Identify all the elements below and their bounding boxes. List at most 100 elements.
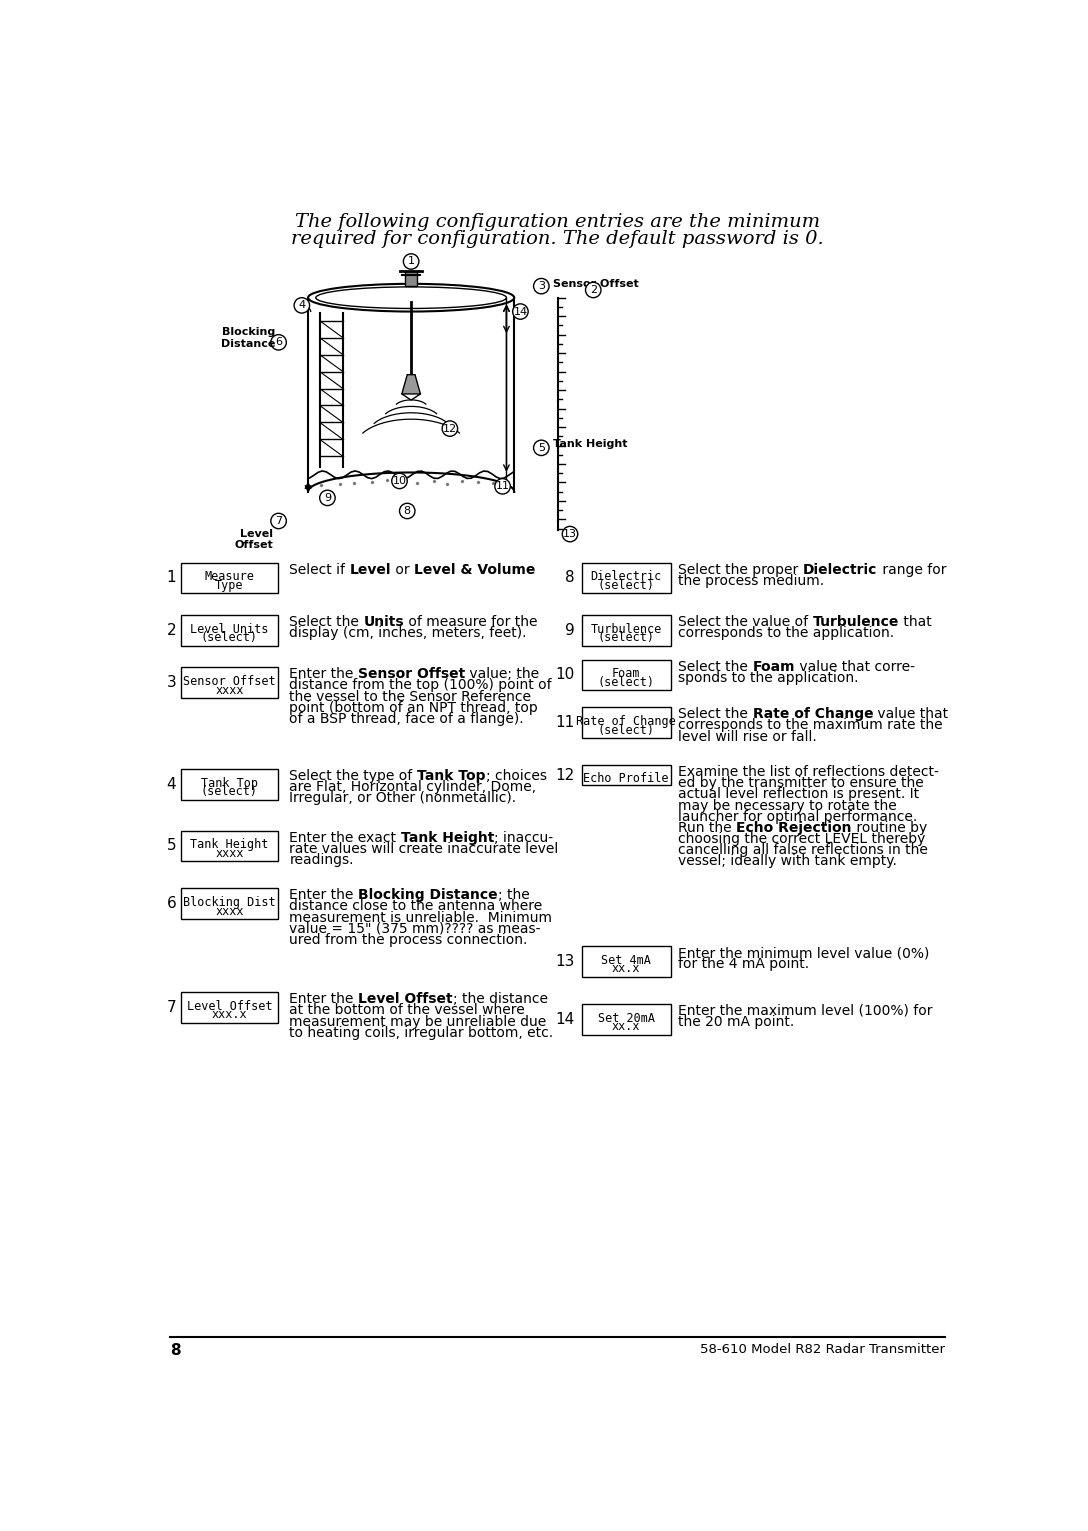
Circle shape bbox=[585, 282, 601, 297]
Text: Measure: Measure bbox=[205, 571, 255, 583]
Circle shape bbox=[533, 279, 549, 294]
Text: Tank Top: Tank Top bbox=[201, 776, 258, 790]
Text: the 20 mA point.: the 20 mA point. bbox=[679, 1015, 794, 1029]
Text: Select the: Select the bbox=[679, 660, 753, 674]
Text: Rate of Change: Rate of Change bbox=[753, 707, 874, 721]
Text: Level Offset: Level Offset bbox=[187, 1000, 272, 1014]
Text: (select): (select) bbox=[201, 631, 258, 645]
Text: value; the: value; the bbox=[466, 668, 540, 681]
Text: ured from the process connection.: ured from the process connection. bbox=[289, 932, 528, 948]
Text: 7: 7 bbox=[166, 1000, 176, 1015]
Text: 8: 8 bbox=[170, 1343, 181, 1358]
Text: Turbulence: Turbulence bbox=[813, 615, 900, 629]
Text: corresponds to the maximum rate the: corresponds to the maximum rate the bbox=[679, 718, 943, 732]
Bar bbox=[181, 769, 277, 799]
Bar bbox=[582, 615, 670, 646]
Text: choosing the correct LEVEL thereby: choosing the correct LEVEL thereby bbox=[679, 831, 926, 847]
Text: 4: 4 bbox=[298, 300, 306, 311]
Text: (select): (select) bbox=[597, 724, 655, 736]
Text: distance close to the antenna where: distance close to the antenna where bbox=[289, 899, 543, 914]
Text: rate values will create inaccurate level: rate values will create inaccurate level bbox=[289, 842, 559, 856]
Bar bbox=[181, 668, 277, 698]
Text: Level
Offset: Level Offset bbox=[234, 528, 273, 550]
Text: 8: 8 bbox=[404, 505, 411, 516]
Text: ed by the transmitter to ensure the: ed by the transmitter to ensure the bbox=[679, 776, 924, 790]
Text: 12: 12 bbox=[443, 424, 457, 433]
Text: Enter the exact: Enter the exact bbox=[289, 830, 400, 845]
Text: ; choices: ; choices bbox=[485, 769, 546, 782]
Text: 13: 13 bbox=[555, 954, 574, 969]
Bar bbox=[582, 946, 670, 977]
Text: 5: 5 bbox=[166, 839, 176, 853]
Text: Dielectric: Dielectric bbox=[591, 571, 662, 583]
Text: Blocking
Distance: Blocking Distance bbox=[221, 328, 275, 349]
Text: Enter the minimum level value (0%): Enter the minimum level value (0%) bbox=[679, 946, 930, 960]
Bar bbox=[181, 830, 277, 862]
Text: Foam: Foam bbox=[753, 660, 795, 674]
Text: Select if: Select if bbox=[289, 562, 350, 577]
Text: 4: 4 bbox=[166, 776, 176, 792]
Text: 1: 1 bbox=[166, 571, 176, 585]
Circle shape bbox=[294, 297, 310, 312]
Text: measurement is unreliable.  Minimum: measurement is unreliable. Minimum bbox=[289, 911, 553, 925]
Text: (select): (select) bbox=[597, 579, 655, 592]
Bar bbox=[181, 992, 277, 1023]
Text: that: that bbox=[900, 615, 932, 629]
Text: cancelling all false reflections in the: cancelling all false reflections in the bbox=[679, 844, 928, 857]
Text: 3: 3 bbox=[166, 675, 176, 690]
Text: value that corre-: value that corre- bbox=[795, 660, 915, 674]
Text: 3: 3 bbox=[537, 282, 545, 291]
Text: at the bottom of the vessel where: at the bottom of the vessel where bbox=[289, 1003, 526, 1018]
Text: Sensor Offset: Sensor Offset bbox=[553, 279, 639, 289]
Circle shape bbox=[399, 504, 415, 519]
Text: 10: 10 bbox=[393, 476, 407, 485]
Text: ; the: ; the bbox=[498, 888, 530, 902]
Text: Level: Level bbox=[350, 562, 392, 577]
Text: Tank Height: Tank Height bbox=[553, 439, 628, 449]
Text: actual level reflection is present. It: actual level reflection is present. It bbox=[679, 787, 919, 801]
Circle shape bbox=[512, 303, 528, 320]
Ellipse shape bbox=[316, 286, 506, 308]
Text: Echo Rejection: Echo Rejection bbox=[737, 821, 852, 834]
Text: 11: 11 bbox=[555, 715, 574, 730]
Text: level will rise or fall.: level will rise or fall. bbox=[679, 730, 817, 744]
Text: Examine the list of reflections detect-: Examine the list of reflections detect- bbox=[679, 766, 939, 779]
Text: of a BSP thread, face of a flange).: of a BSP thread, face of a flange). bbox=[289, 712, 524, 726]
Text: Tank Height: Tank Height bbox=[190, 839, 269, 851]
Bar bbox=[181, 615, 277, 646]
Bar bbox=[582, 766, 670, 785]
Text: Select the: Select the bbox=[289, 615, 363, 629]
Circle shape bbox=[271, 335, 286, 351]
Text: the vessel to the Sensor Reference: the vessel to the Sensor Reference bbox=[289, 689, 531, 704]
Text: range for: range for bbox=[878, 562, 945, 577]
Text: xx.x: xx.x bbox=[611, 963, 641, 975]
Text: xxxx: xxxx bbox=[215, 683, 244, 697]
Text: 14: 14 bbox=[555, 1012, 574, 1027]
Circle shape bbox=[271, 513, 286, 528]
Text: of measure for the: of measure for the bbox=[405, 615, 537, 629]
Text: 58-610 Model R82 Radar Transmitter: 58-610 Model R82 Radar Transmitter bbox=[700, 1343, 945, 1356]
Text: 5: 5 bbox=[537, 442, 545, 453]
Text: Blocking Dist: Blocking Dist bbox=[183, 896, 275, 909]
Text: 11: 11 bbox=[495, 481, 509, 491]
Bar bbox=[582, 562, 670, 594]
Text: 2: 2 bbox=[166, 623, 176, 638]
Text: 7: 7 bbox=[275, 516, 282, 527]
Text: for the 4 mA point.: for the 4 mA point. bbox=[679, 957, 809, 971]
Bar bbox=[582, 1004, 670, 1035]
Text: Select the: Select the bbox=[679, 707, 753, 721]
Text: Turbulence: Turbulence bbox=[591, 623, 662, 635]
Text: Enter the: Enter the bbox=[289, 992, 358, 1006]
Text: 1: 1 bbox=[408, 257, 415, 266]
Text: Sensor Offset: Sensor Offset bbox=[358, 668, 466, 681]
Text: 14: 14 bbox=[514, 306, 528, 317]
Text: 12: 12 bbox=[555, 767, 574, 782]
Text: Enter the: Enter the bbox=[289, 668, 358, 681]
Text: distance from the top (100%) point of: distance from the top (100%) point of bbox=[289, 678, 552, 692]
Text: (select): (select) bbox=[201, 785, 258, 798]
Text: routine by: routine by bbox=[852, 821, 927, 834]
Text: launcher for optimal performance.: launcher for optimal performance. bbox=[679, 810, 918, 824]
Text: value that: value that bbox=[874, 707, 949, 721]
Text: Set 4mA: Set 4mA bbox=[602, 954, 651, 966]
Text: to heating coils, irregular bottom, etc.: to heating coils, irregular bottom, etc. bbox=[289, 1026, 554, 1040]
